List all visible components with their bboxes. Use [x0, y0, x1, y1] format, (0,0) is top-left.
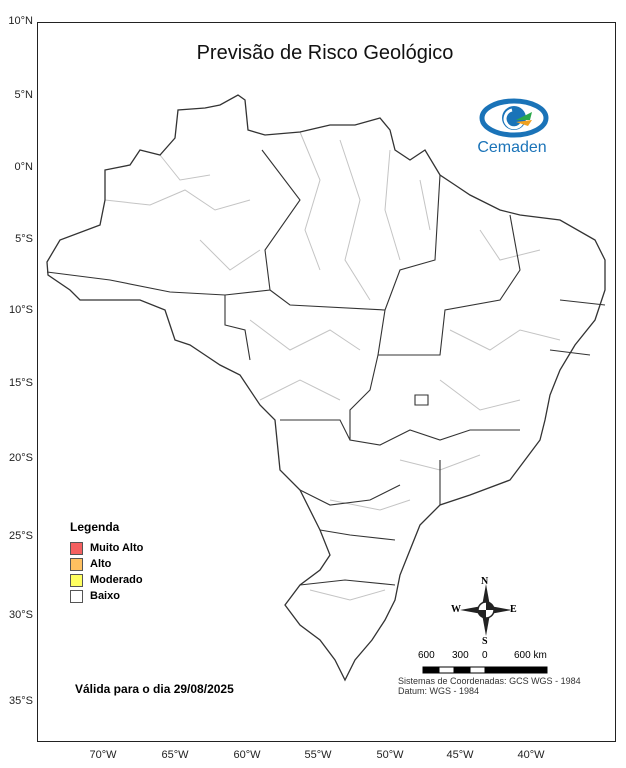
lon-tick: 65°W [161, 749, 189, 761]
legend: Legenda Muito Alto Alto Moderado Baixo [70, 520, 143, 604]
legend-item: Alto [70, 556, 143, 572]
legend-label: Moderado [90, 574, 143, 586]
state-borders [46, 149, 606, 586]
coordinate-info: Sistemas de Coordenadas: GCS WGS - 1984 … [398, 676, 581, 696]
compass-w: W [451, 604, 461, 615]
lat-tick: 30°S [9, 609, 33, 621]
legend-swatch [70, 557, 83, 571]
scale-label: 0 [482, 650, 488, 661]
lat-tick: 0°N [14, 161, 33, 173]
north-arrow-icon [460, 584, 512, 636]
map-frame [37, 22, 616, 742]
legend-item: Muito Alto [70, 540, 143, 556]
lat-tick: 10°N [8, 15, 33, 27]
coordinate-system: Sistemas de Coordenadas: GCS WGS - 1984 [398, 676, 581, 686]
map-title: Previsão de Risco Geológico [196, 42, 454, 64]
lat-tick: 15°S [9, 377, 33, 389]
lat-tick: 25°S [9, 530, 33, 542]
cemaden-logo [479, 98, 549, 138]
lat-tick: 20°S [9, 452, 33, 464]
valid-date: Válida para o dia 29/08/2025 [75, 682, 234, 696]
scale-bar [422, 666, 548, 674]
logo-text: Cemaden [477, 139, 546, 156]
lon-tick: 50°W [376, 749, 404, 761]
lat-tick: 5°S [15, 233, 33, 245]
compass-n: N [481, 576, 489, 587]
lon-tick: 60°W [233, 749, 261, 761]
scale-label: 300 [452, 650, 469, 661]
legend-swatch [70, 589, 83, 603]
lon-tick: 40°W [517, 749, 545, 761]
scale-label: 600 [418, 650, 435, 661]
lon-tick: 45°W [446, 749, 474, 761]
compass-s: S [482, 636, 488, 647]
legend-swatch [70, 573, 83, 587]
legend-label: Alto [90, 558, 112, 570]
lon-tick: 55°W [304, 749, 332, 761]
datum: Datum: WGS - 1984 [398, 686, 480, 696]
scale-label: 600 km [514, 650, 547, 661]
legend-swatch [70, 541, 83, 555]
lat-tick: 35°S [9, 695, 33, 707]
lat-tick: 10°S [9, 304, 33, 316]
legend-item: Moderado [70, 572, 143, 588]
legend-item: Baixo [70, 588, 143, 604]
legend-title: Legenda [70, 520, 120, 534]
lat-tick: 5°N [14, 89, 33, 101]
legend-label: Baixo [90, 590, 120, 602]
brazil-outline [46, 94, 606, 682]
compass-e: E [510, 604, 517, 615]
legend-label: Muito Alto [90, 542, 144, 554]
lon-tick: 70°W [89, 749, 117, 761]
